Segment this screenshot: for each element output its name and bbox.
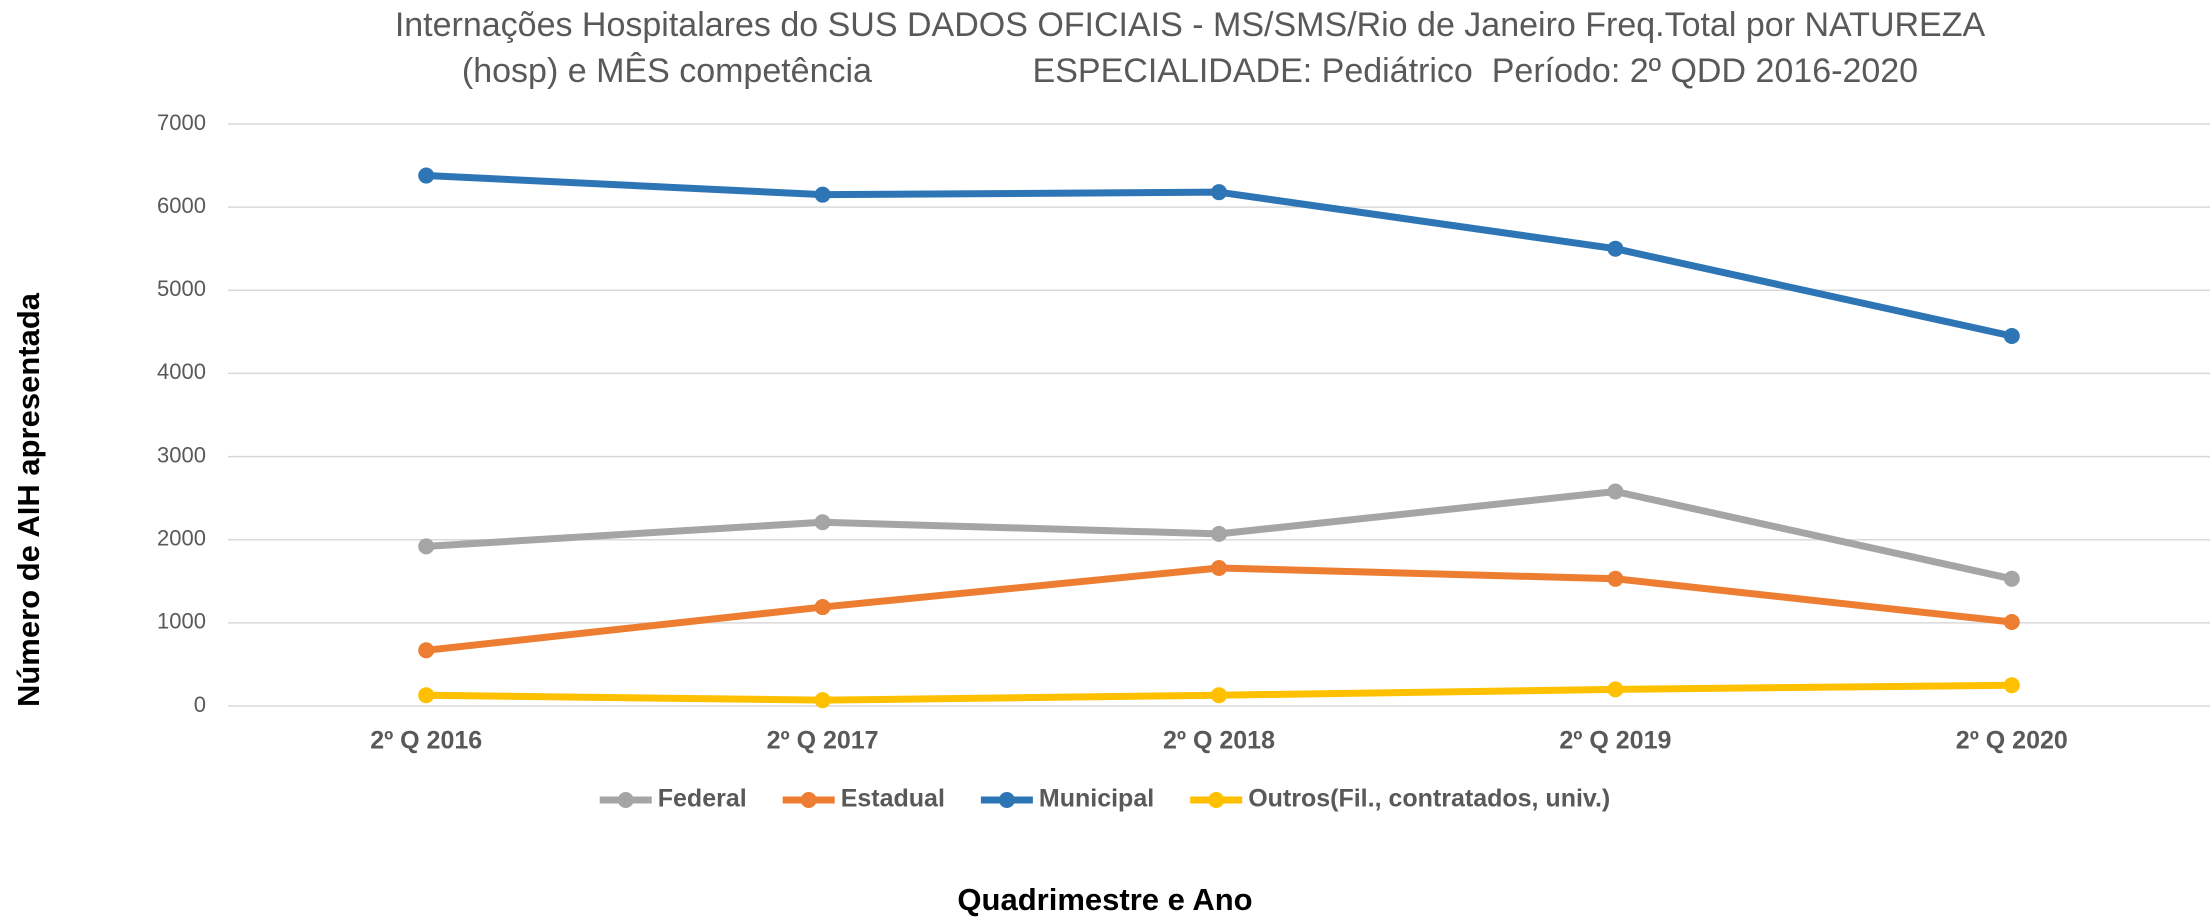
marker — [814, 692, 831, 709]
marker — [814, 186, 831, 203]
legend-label: Municipal — [1039, 785, 1154, 813]
legend-marker — [1208, 792, 1225, 808]
series-line — [425, 564, 2013, 654]
legend-marker — [800, 792, 817, 808]
y-tick-label: 6000 — [157, 193, 206, 218]
legend-marker — [998, 792, 1015, 808]
y-tick-label: 5000 — [157, 276, 206, 301]
y-axis-title: Número de AIH apresentada — [11, 292, 46, 707]
y-tick-label: 7000 — [157, 110, 206, 135]
y-tick-label: 2000 — [157, 526, 206, 551]
marker — [418, 642, 435, 659]
marker — [2003, 328, 2020, 345]
marker — [1211, 559, 1227, 576]
x-tick-label: 2º Q 2020 — [1956, 727, 2068, 755]
marker — [814, 599, 831, 616]
x-tick-label: 2º Q 2018 — [1163, 727, 1275, 755]
y-tick-label: 0 — [194, 692, 206, 717]
marker — [814, 514, 831, 531]
marker — [418, 538, 435, 555]
x-tick-label: 2º Q 2019 — [1559, 727, 1671, 755]
y-tick-label: 3000 — [157, 442, 206, 467]
y-tick-label: 4000 — [157, 359, 206, 384]
x-tick-label: 2º Q 2017 — [767, 727, 879, 755]
marker — [1607, 240, 1624, 257]
marker — [1607, 681, 1624, 698]
marker — [1607, 570, 1624, 587]
marker — [2003, 677, 2020, 694]
legend-marker — [617, 792, 634, 808]
x-tick-label: 2º Q 2016 — [370, 727, 482, 755]
marker — [418, 687, 435, 704]
marker — [1211, 525, 1227, 542]
marker — [1607, 483, 1624, 500]
marker — [2003, 614, 2020, 631]
x-axis-title: Quadrimestre e Ano — [957, 882, 1252, 917]
y-tick-label: 1000 — [157, 609, 206, 634]
chart-title: Internações Hospitalares do SUS DADOS OF… — [394, 6, 1995, 90]
legend-label: Estadual — [841, 785, 945, 813]
marker — [1211, 687, 1227, 704]
marker — [418, 167, 435, 184]
legend-label: Outros(Fil., contratados, univ.) — [1248, 785, 1610, 813]
marker — [1211, 184, 1227, 201]
legend-label: Federal — [658, 785, 747, 813]
marker — [2003, 570, 2020, 587]
